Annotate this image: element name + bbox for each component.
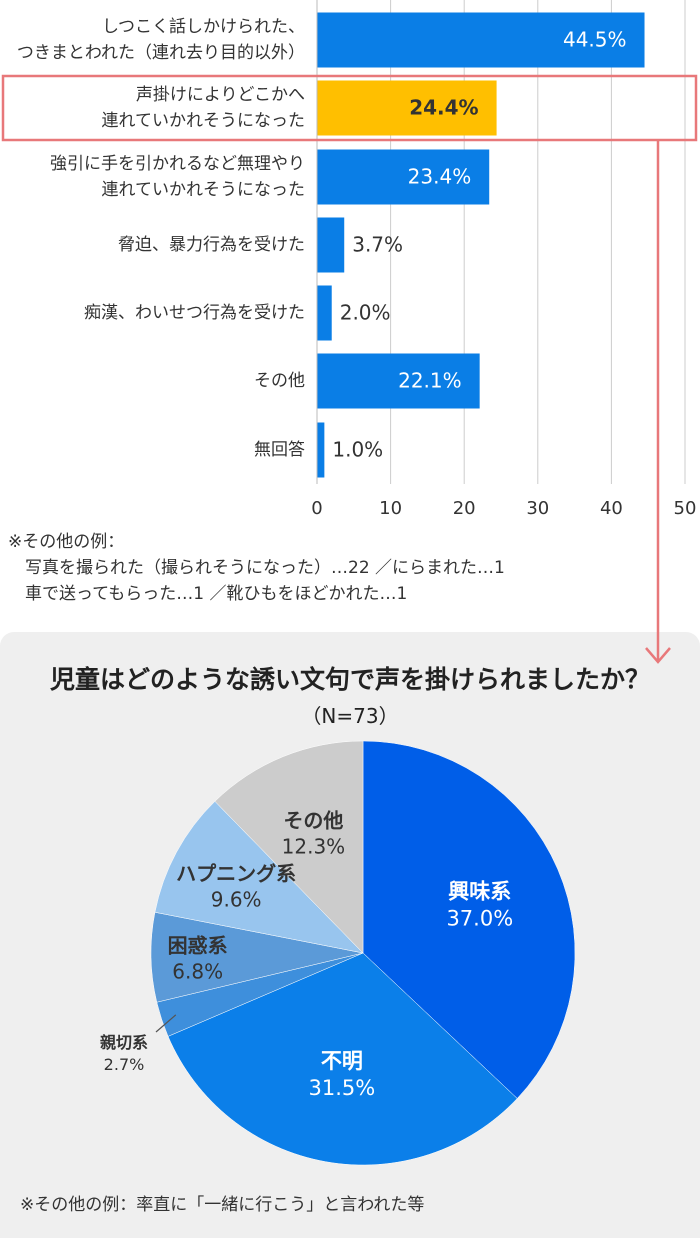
pie-note: ※その他の例：率直に「一緒に行こう」と言われた等	[20, 1195, 425, 1215]
category-label: しつこく話しかけられた、	[102, 17, 305, 37]
pie-title: 児童はどのような誘い文句で声を掛けられましたか？	[49, 665, 650, 694]
x-tick-label: 0	[311, 498, 322, 519]
x-tick-label: 50	[674, 498, 697, 519]
category-label: 痴漢、わいせつ行為を受けた	[84, 303, 305, 323]
category-label: 強引に手を引かれるなど無理やり	[50, 154, 305, 174]
bar	[317, 353, 480, 409]
bar-value-label: 2.0%	[340, 301, 391, 325]
x-tick-label: 30	[526, 498, 549, 519]
bar	[317, 422, 325, 478]
pie-slice-value: 6.8%	[172, 959, 223, 983]
pie-slice-name: その他	[283, 808, 343, 832]
bar-note-line: ※その他の例：	[8, 532, 125, 552]
bar-note-line: 写真を撮られた（撮られそうになった）…22 ／にらまれた…1	[8, 558, 505, 578]
bar	[317, 285, 332, 341]
x-tick-label: 20	[453, 498, 476, 519]
category-label: 連れていかれそうになった	[102, 180, 306, 200]
bar-value-label: 22.1%	[398, 369, 462, 393]
category-label: つきまとわれた（連れ去り目的以外）	[17, 43, 305, 63]
bar-note-line: 車で送ってもらった…1 ／靴ひもをほどかれた…1	[8, 584, 408, 604]
bar-value-label: 23.4%	[408, 165, 472, 189]
category-label: 連れていかれそうになった	[102, 111, 306, 131]
pie-slice-name: 親切系	[100, 1033, 148, 1052]
x-tick-label: 40	[600, 498, 623, 519]
bar-value-label: 44.5%	[563, 28, 627, 52]
pie-slice	[214, 740, 364, 954]
bar-chart: 0 10 20 30 40 50 44.5% しつこく話しかけられた、つきまとわれた（連れ去り…	[1, 0, 698, 628]
pie-leader-line	[155, 1014, 177, 1033]
highlight-box	[1, 74, 698, 142]
bar	[317, 80, 497, 136]
bar	[317, 12, 645, 68]
category-label: 無回答	[254, 440, 305, 460]
pie-slice-name: ハプニング系	[176, 861, 296, 885]
pie-slice-value: 9.6%	[211, 887, 262, 911]
pie-slice-name: 不明	[321, 1049, 363, 1073]
bar	[317, 149, 490, 205]
pie-slice-name: 興味系	[448, 880, 511, 904]
pie-slice	[362, 740, 576, 1099]
bar	[317, 217, 345, 273]
bar-value-label: 1.0%	[332, 438, 383, 462]
pie-slice-value: 12.3%	[282, 834, 346, 858]
pie-slice-value: 31.5%	[308, 1076, 375, 1100]
category-label: その他	[254, 371, 305, 391]
pie-slice	[154, 800, 364, 954]
category-label: 声掛けによりどこかへ	[136, 85, 305, 105]
pie-slice	[167, 952, 518, 1166]
x-tick-label: 10	[379, 498, 402, 519]
pie-slice-name: 困惑系	[168, 933, 228, 957]
bar-value-label: 3.7%	[352, 233, 403, 257]
bar-value-label: 24.4%	[409, 96, 478, 120]
pie-slice-value: 37.0%	[446, 907, 513, 931]
pie-slice-value: 2.7%	[104, 1055, 145, 1074]
pie-subtitle: （N=73）	[301, 704, 399, 728]
category-label: 脅迫、暴力行為を受けた	[118, 235, 305, 255]
